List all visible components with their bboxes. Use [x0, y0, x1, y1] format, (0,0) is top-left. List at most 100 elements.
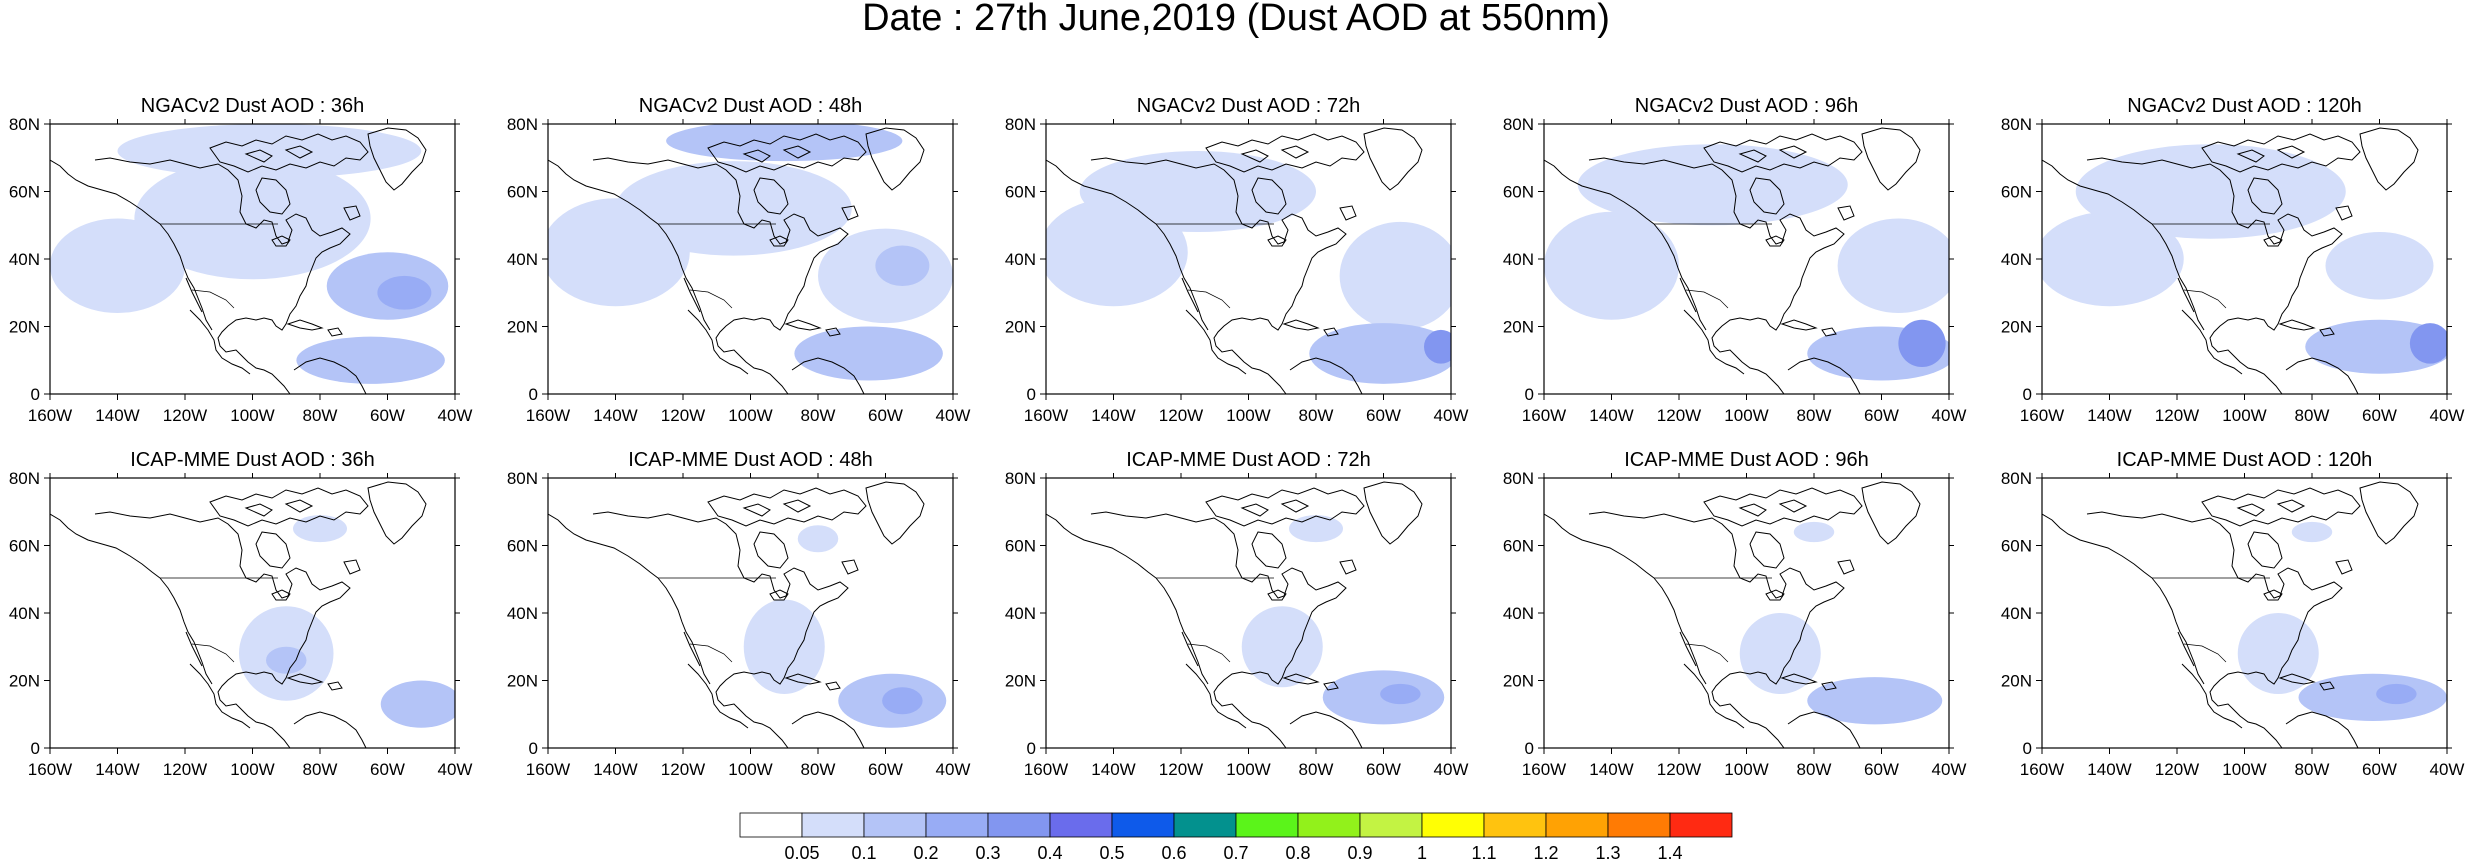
map-panel: NGACv2 Dust AOD : 48h 160W 140W 120W 100W 80W…	[507, 95, 971, 425]
y-tick-label: 20N	[507, 318, 538, 337]
x-tick-label: 160W	[1522, 760, 1566, 779]
dust-field	[1380, 683, 1421, 705]
dust-field	[2376, 683, 2417, 705]
dust-field	[117, 124, 422, 178]
dust-field	[296, 336, 445, 384]
panel-title: ICAP-MME Dust AOD : 36h	[130, 449, 375, 471]
x-tick-label: 40W	[2430, 760, 2465, 779]
dust-field	[1898, 319, 1946, 367]
y-tick-label: 40N	[507, 604, 538, 623]
dust-field	[1577, 144, 1848, 226]
colorbar-label: 0.3	[975, 843, 1000, 862]
colorbar-label: 0.8	[1285, 843, 1310, 862]
dust-field	[1793, 521, 1835, 543]
x-tick-label: 100W	[1226, 406, 1270, 425]
y-tick-label: 60N	[1005, 183, 1036, 202]
panel-title: ICAP-MME Dust AOD : 120h	[2117, 449, 2373, 471]
x-tick-label: 140W	[593, 406, 637, 425]
x-tick-label: 40W	[936, 406, 971, 425]
x-tick-label: 140W	[2087, 760, 2131, 779]
colorbar-swatch	[1669, 812, 1733, 838]
y-tick-label: 60N	[1503, 183, 1534, 202]
x-tick-label: 120W	[661, 406, 705, 425]
colorbar-label: 0.5	[1099, 843, 1124, 862]
y-tick-label: 60N	[1503, 537, 1534, 556]
map-area	[50, 124, 455, 394]
y-tick-label: 40N	[1005, 250, 1036, 269]
y-tick-label: 0	[1027, 739, 1036, 758]
colorbar-swatch	[1111, 812, 1175, 838]
x-tick-label: 80W	[303, 760, 338, 779]
x-tick-label: 120W	[1159, 760, 1203, 779]
x-tick-label: 100W	[2222, 760, 2266, 779]
y-tick-label: 0	[1525, 739, 1534, 758]
colorbar-swatch	[1359, 812, 1423, 838]
colorbar-swatch	[987, 812, 1051, 838]
colorbar-swatch	[1297, 812, 1361, 838]
colorbar-label: 1.4	[1657, 843, 1682, 862]
x-tick-label: 40W	[936, 760, 971, 779]
x-tick-label: 40W	[438, 760, 473, 779]
y-tick-label: 60N	[9, 537, 40, 556]
y-tick-label: 0	[2023, 739, 2032, 758]
x-tick-label: 80W	[1299, 760, 1334, 779]
dust-field	[293, 515, 347, 543]
colorbar-label: 0.05	[784, 843, 819, 862]
dust-field	[1544, 211, 1679, 320]
x-tick-label: 120W	[1657, 760, 1701, 779]
y-tick-label: 0	[529, 739, 538, 758]
map-area	[50, 478, 455, 748]
x-tick-label: 40W	[1434, 406, 1469, 425]
x-tick-label: 60W	[370, 406, 405, 425]
x-tick-label: 40W	[1434, 760, 1469, 779]
colorbar-swatch	[1049, 812, 1113, 838]
x-tick-label: 60W	[1366, 406, 1401, 425]
y-tick-label: 0	[31, 385, 40, 404]
y-tick-label: 60N	[507, 537, 538, 556]
x-tick-label: 120W	[1159, 406, 1203, 425]
colorbar: 0.05 0.1 0.2 0.3 0.4 0.5 0.6 0.7 0.8 0.9 1 1.1 1.2 1.…	[739, 812, 1733, 863]
map-panel: NGACv2 Dust AOD : 120h 160W 140W 120W 100W 80…	[2001, 95, 2465, 425]
y-tick-label: 80N	[2001, 469, 2032, 488]
x-tick-label: 160W	[2020, 406, 2064, 425]
y-tick-label: 20N	[1005, 672, 1036, 691]
x-tick-label: 100W	[230, 760, 274, 779]
x-tick-label: 80W	[303, 406, 338, 425]
dust-field	[1739, 613, 1821, 694]
y-tick-label: 20N	[1503, 318, 1534, 337]
dust-field	[1289, 515, 1343, 543]
colorbar-swatch	[801, 812, 865, 838]
y-tick-label: 40N	[2001, 250, 2032, 269]
x-tick-label: 100W	[1724, 406, 1768, 425]
y-tick-label: 40N	[1503, 250, 1534, 269]
map-panel: ICAP-MME Dust AOD : 96h 160W 140W 120W 100W 8…	[1503, 449, 1967, 779]
x-tick-label: 140W	[1091, 406, 1135, 425]
x-tick-label: 140W	[95, 760, 139, 779]
x-tick-label: 40W	[2430, 406, 2465, 425]
x-tick-label: 100W	[728, 406, 772, 425]
map-area	[1544, 478, 1949, 748]
panel-title: NGACv2 Dust AOD : 120h	[2127, 95, 2362, 117]
map-panel: ICAP-MME Dust AOD : 36h 160W 140W 120W 100W 8…	[9, 449, 473, 779]
y-tick-label: 20N	[2001, 318, 2032, 337]
y-tick-label: 60N	[2001, 183, 2032, 202]
x-tick-label: 80W	[2295, 406, 2330, 425]
dust-field	[2325, 232, 2434, 300]
x-tick-label: 140W	[1091, 760, 1135, 779]
y-tick-label: 0	[1027, 385, 1036, 404]
dust-field	[2075, 144, 2346, 239]
y-tick-label: 80N	[1503, 115, 1534, 134]
map-panels: NGACv2 Dust AOD : 36h 160W 140W 120W 100W 80W…	[9, 95, 2465, 779]
panel-title: NGACv2 Dust AOD : 48h	[639, 95, 862, 117]
dust-field	[666, 124, 903, 162]
x-tick-label: 160W	[1024, 760, 1068, 779]
x-tick-label: 80W	[2295, 760, 2330, 779]
dust-field	[1837, 218, 1949, 313]
colorbar-swatch	[739, 812, 803, 838]
dust-field	[2042, 211, 2184, 307]
panel-title: ICAP-MME Dust AOD : 72h	[1126, 449, 1371, 471]
y-tick-label: 20N	[9, 318, 40, 337]
y-tick-label: 20N	[9, 672, 40, 691]
map-panel: NGACv2 Dust AOD : 96h 160W 140W 120W 100W 80W…	[1503, 95, 1967, 425]
